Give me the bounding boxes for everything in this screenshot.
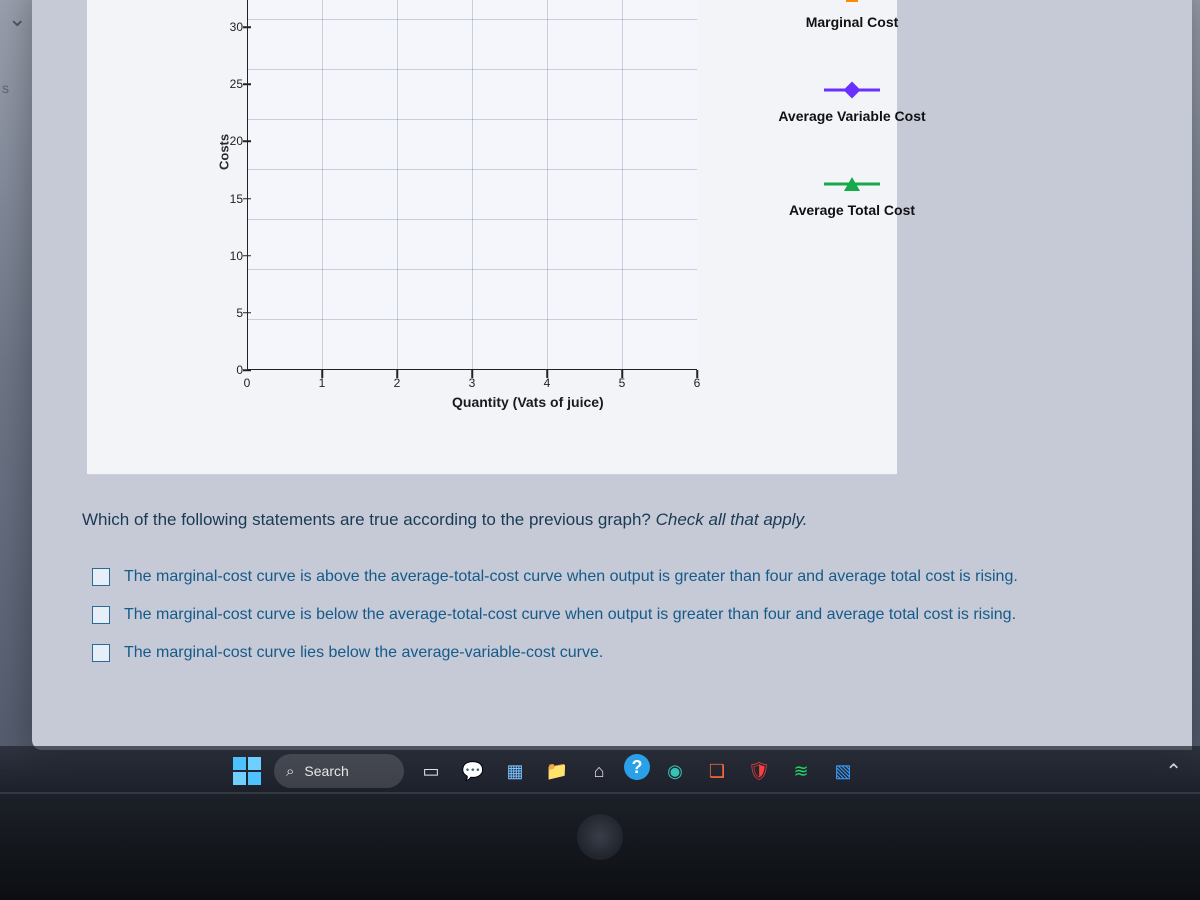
start-button[interactable] <box>230 754 264 788</box>
y-tick-label: 30 <box>227 20 243 34</box>
x-tick-label: 1 <box>319 376 326 390</box>
chart-legend: Marginal Cost Average Variable Cost Averag… <box>757 0 947 270</box>
x-tick-label: 0 <box>244 376 251 390</box>
x-tick-mark <box>621 370 623 378</box>
legend-label: Average Variable Cost <box>757 108 947 124</box>
legend-label: Marginal Cost <box>757 14 947 30</box>
chat-icon[interactable]: 💬 <box>456 754 490 788</box>
legend-symbol-icon <box>824 0 880 4</box>
x-tick-mark <box>471 370 473 378</box>
answer-option[interactable]: The marginal-cost curve is below the ave… <box>82 596 1162 634</box>
sidebar-letter: s <box>2 80 9 96</box>
paint-icon[interactable]: ▧ <box>826 754 860 788</box>
task-view-icon[interactable]: ▭ <box>414 754 448 788</box>
x-tick-mark <box>546 370 548 378</box>
windows-taskbar: ⌕ Search ▭💬▦📁⌂? ◉❑🛡≋▧ <box>0 746 1200 796</box>
answer-option[interactable]: The marginal-cost curve is above the ave… <box>82 558 1162 596</box>
content-window: Costs Quantity (Vats of juice) 051015202… <box>32 0 1192 750</box>
question-section: Which of the following statements are tr… <box>82 510 1162 672</box>
y-tick-label: 15 <box>227 192 243 206</box>
x-tick-label: 3 <box>469 376 476 390</box>
x-tick-mark <box>321 370 323 378</box>
x-tick-mark <box>396 370 398 378</box>
widgets-icon[interactable]: ▦ <box>498 754 532 788</box>
legend-item[interactable]: Average Total Cost <box>757 176 947 218</box>
edge-icon[interactable]: ◉ <box>658 754 692 788</box>
taskbar-overflow-icon[interactable]: ⌃ <box>1165 759 1182 784</box>
answer-text: The marginal-cost curve lies below the a… <box>124 644 603 662</box>
legend-symbol-icon <box>824 176 880 192</box>
chevron-down-icon: ⌄ <box>8 6 26 32</box>
x-tick-label: 6 <box>694 376 701 390</box>
laptop-bezel <box>0 792 1200 900</box>
explorer-icon[interactable]: 📁 <box>540 754 574 788</box>
cost-chart: Costs Quantity (Vats of juice) 051015202… <box>182 0 702 400</box>
graph-panel: Costs Quantity (Vats of juice) 051015202… <box>87 0 897 475</box>
answer-text: The marginal-cost curve is above the ave… <box>124 568 1018 586</box>
checkbox-icon[interactable] <box>92 568 110 586</box>
legend-symbol-icon <box>824 82 880 98</box>
laptop-logo <box>577 814 623 860</box>
checkbox-icon[interactable] <box>92 644 110 662</box>
y-tick-mark <box>243 84 251 86</box>
y-tick-label: 5 <box>227 306 243 320</box>
y-tick-label: 20 <box>227 134 243 148</box>
home-icon[interactable]: ⌂ <box>582 754 616 788</box>
legend-item[interactable]: Average Variable Cost <box>757 82 947 124</box>
y-tick-mark <box>243 312 251 314</box>
answer-text: The marginal-cost curve is below the ave… <box>124 606 1016 624</box>
spotify-icon[interactable]: ≋ <box>784 754 818 788</box>
taskbar-search[interactable]: ⌕ Search <box>274 754 404 788</box>
question-prompt-emph: Check all that apply. <box>656 510 808 529</box>
office-icon[interactable]: ❑ <box>700 754 734 788</box>
x-axis-label: Quantity (Vats of juice) <box>452 394 604 410</box>
y-tick-mark <box>243 198 251 200</box>
checkbox-icon[interactable] <box>92 606 110 624</box>
x-tick-label: 5 <box>619 376 626 390</box>
y-tick-label: 25 <box>227 77 243 91</box>
help-icon[interactable]: ? <box>624 754 650 780</box>
x-tick-label: 2 <box>394 376 401 390</box>
legend-label: Average Total Cost <box>757 202 947 218</box>
chart-plot-area[interactable] <box>247 0 697 370</box>
y-tick-label: 0 <box>227 363 243 377</box>
question-prompt: Which of the following statements are tr… <box>82 510 1162 530</box>
y-tick-mark <box>243 369 251 371</box>
security-icon[interactable]: 🛡 <box>742 754 776 788</box>
windows-logo-icon <box>233 757 261 785</box>
taskbar-search-placeholder: Search <box>304 763 348 779</box>
answer-option[interactable]: The marginal-cost curve lies below the a… <box>82 634 1162 672</box>
x-tick-label: 4 <box>544 376 551 390</box>
y-tick-mark <box>243 141 251 143</box>
search-icon: ⌕ <box>286 763 294 780</box>
x-tick-mark <box>696 370 698 378</box>
y-tick-mark <box>243 26 251 28</box>
y-tick-mark <box>243 255 251 257</box>
legend-item[interactable]: Marginal Cost <box>757 0 947 30</box>
y-tick-label: 10 <box>227 249 243 263</box>
question-prompt-text: Which of the following statements are tr… <box>82 510 656 529</box>
